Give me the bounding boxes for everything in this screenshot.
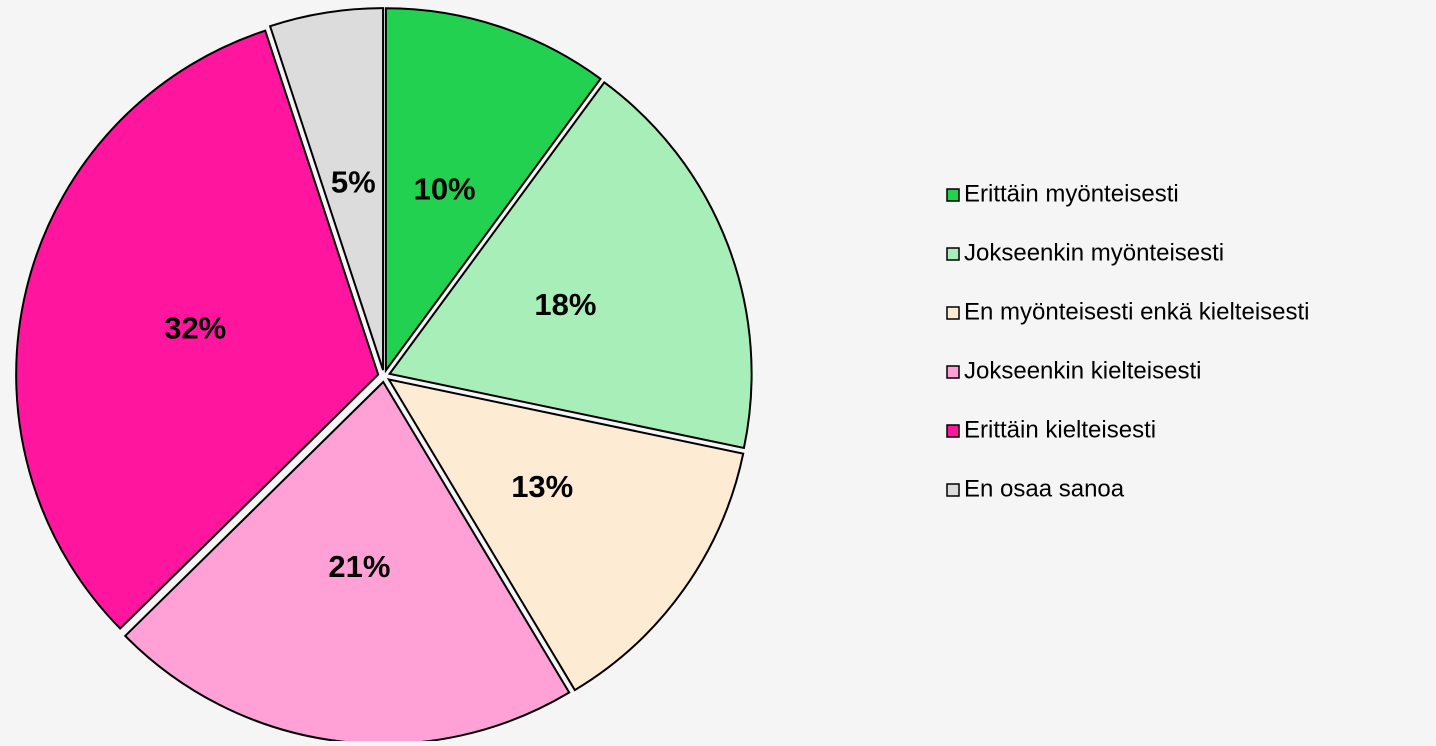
legend-swatch <box>946 188 960 202</box>
legend-label: Erittäin kielteisesti <box>964 416 1156 443</box>
data-label: 32% <box>164 310 226 345</box>
pie-slice <box>387 80 753 450</box>
data-label: 5% <box>331 164 376 199</box>
data-label: 18% <box>534 287 596 322</box>
pie-slice <box>15 29 380 630</box>
legend-label: Jokseenkin kielteisesti <box>964 357 1201 384</box>
legend-label: Jokseenkin myönteisesti <box>964 239 1224 266</box>
legend-label: Erittäin myönteisesti <box>964 180 1179 207</box>
legend-swatch <box>946 306 960 320</box>
data-label: 10% <box>414 172 476 207</box>
data-label: 21% <box>328 549 390 584</box>
legend-swatch <box>946 365 960 379</box>
pie-slice <box>268 7 385 371</box>
legend-label: En osaa sanoa <box>964 475 1125 502</box>
pie-slice <box>386 378 745 692</box>
legend-swatch <box>946 483 960 497</box>
data-label: 13% <box>511 469 573 504</box>
legend-label: En myönteisesti enkä kielteisesti <box>964 298 1310 325</box>
legend-swatch <box>946 424 960 438</box>
legend-swatch <box>946 247 960 261</box>
pie-slice <box>384 7 602 374</box>
